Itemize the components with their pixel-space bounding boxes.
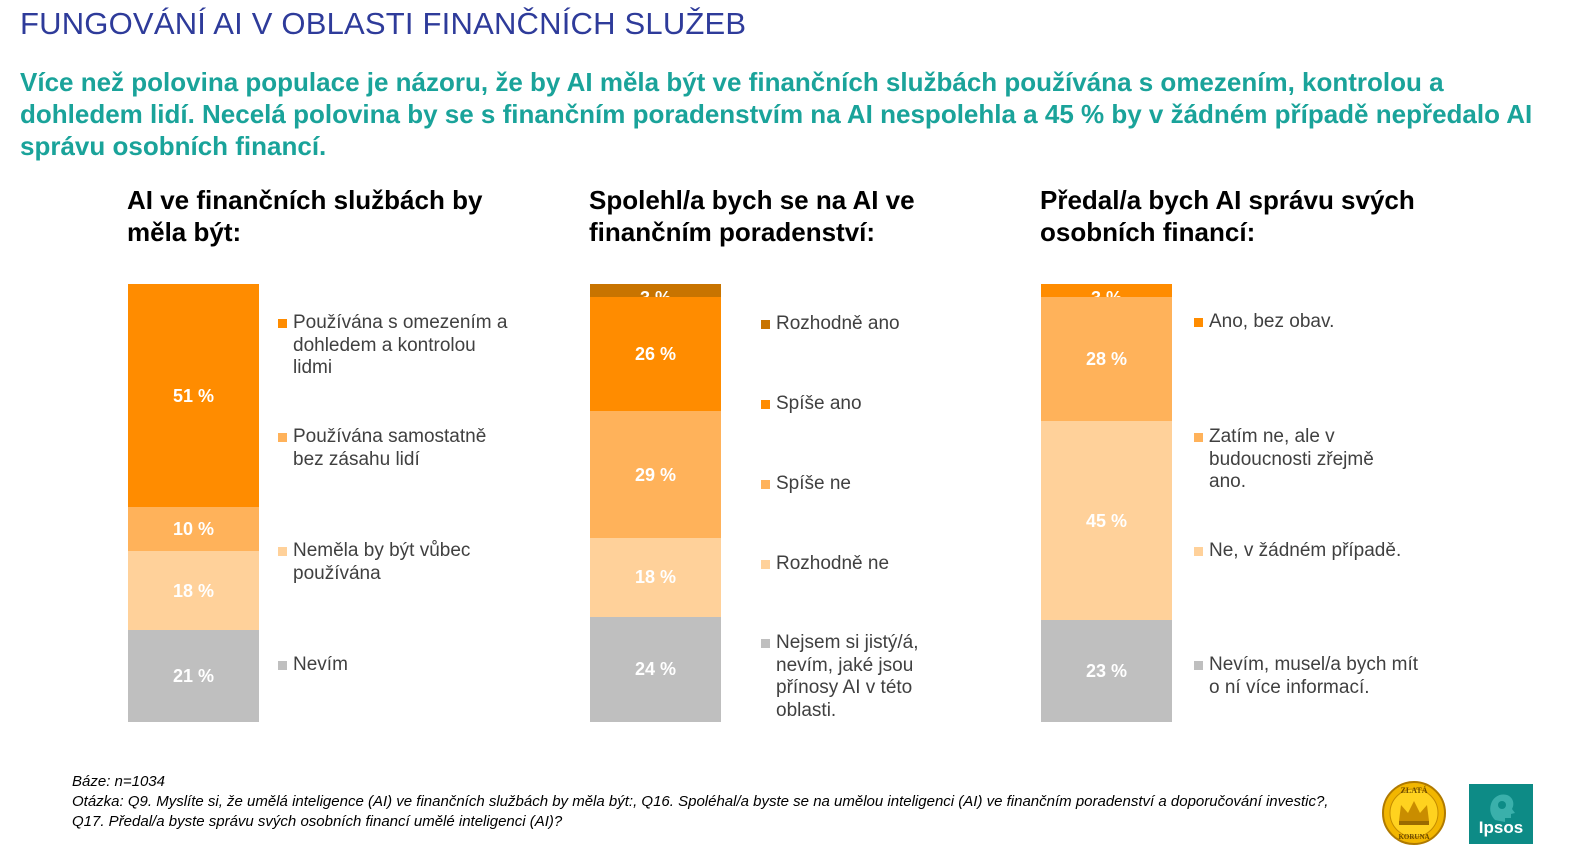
- bar-segment: [1041, 284, 1172, 298]
- legend-3-item-3: Ne, v žádném případě.: [1194, 540, 1429, 563]
- legend-2-item-5: Nejsem si jistý/á, nevím, jaké jsou přín…: [761, 632, 941, 722]
- ipsos-head-icon: [1490, 794, 1515, 822]
- legend-2-item-3: Spíše ne: [761, 473, 951, 496]
- bar-segment: [128, 284, 259, 508]
- page-title: FUNGOVÁNÍ AI V OBLASTI FINANČNÍCH SLUŽEB: [20, 6, 747, 41]
- footnote-question: Otázka: Q9. Myslíte si, že umělá intelig…: [72, 793, 1329, 830]
- legend-1-item-3: Neměla by být vůbec používána: [278, 540, 513, 585]
- footnote-base: Báze: n=1034: [72, 773, 165, 790]
- data-label: 24 %: [634, 659, 677, 680]
- bar-segment: [590, 538, 721, 617]
- crown-icon: ZLATÁ KORUNA: [1382, 781, 1446, 845]
- legend-2-item-1: Rozhodně ano: [761, 313, 951, 336]
- data-label: 18 %: [172, 580, 215, 601]
- bar-segment: [1041, 297, 1172, 422]
- legend-swatch: [278, 433, 287, 442]
- bar-segment: [590, 616, 721, 722]
- footnote: Báze: n=1034 Otázka: Q9. Myslíte si, že …: [72, 772, 1342, 832]
- legend-swatch: [1194, 547, 1203, 556]
- crown-text-top: ZLATÁ: [1401, 785, 1428, 795]
- bar-segment: [128, 507, 259, 552]
- legend-swatch: [1194, 433, 1203, 442]
- data-label: 23 %: [1085, 661, 1128, 682]
- legend-3-item-1: Ano, bez obav.: [1194, 311, 1429, 334]
- bar-segment: [128, 630, 259, 722]
- data-label: 10 %: [172, 519, 215, 540]
- legend-swatch: [761, 480, 770, 489]
- legend-swatch: [1194, 661, 1203, 670]
- data-label: 21 %: [172, 666, 215, 686]
- legend-1-item-4: Nevím: [278, 654, 513, 677]
- legend-3-item-4: Nevím, musel/a bych mít o ní více inform…: [1194, 654, 1429, 699]
- data-label: 28 %: [1085, 349, 1128, 370]
- legend-swatch: [1194, 318, 1203, 327]
- bar-segment: [1041, 421, 1172, 621]
- bar-segment: [590, 411, 721, 539]
- legend-swatch: [761, 320, 770, 329]
- legend-swatch: [278, 319, 287, 328]
- ipsos-text: Ipsos: [1478, 818, 1524, 837]
- data-label: 26 %: [634, 344, 677, 365]
- chart-1-title: AI ve finančních službách by měla být:: [127, 185, 483, 247]
- chart-2-title: Spolehl/a bych se na AI ve finančním por…: [589, 185, 915, 247]
- legend-swatch: [761, 639, 770, 648]
- bar-segment: [590, 297, 721, 411]
- legend-3-item-2: Zatím ne, ale v budoucnosti zřejmě ano.: [1194, 426, 1394, 494]
- bar-segment: [590, 284, 721, 298]
- data-label: 29 %: [634, 464, 677, 485]
- legend-1-item-2: Používána samostatně bez zásahu lidí: [278, 426, 513, 471]
- legend-swatch: [761, 400, 770, 409]
- data-label: 51 %: [172, 385, 215, 406]
- ipsos-logo: Ipsos: [1469, 784, 1533, 844]
- crown-text-bottom: KORUNA: [1398, 833, 1429, 841]
- bar-segment: [128, 551, 259, 630]
- legend-2-item-2: Spíše ano: [761, 393, 951, 416]
- data-label: 45 %: [1085, 510, 1128, 531]
- chart-2-stacked-bar: 3 %26 %29 %18 %24 %: [590, 284, 721, 722]
- chart-3-title: Předal/a bych AI správu svých osobních f…: [1040, 185, 1415, 247]
- page-subtitle: Více než polovina populace je názoru, že…: [20, 67, 1533, 161]
- chart-1-stacked-bar: 51 % 10 % 18 % 21 %: [128, 284, 259, 722]
- legend-2-item-4: Rozhodně ne: [761, 553, 951, 576]
- bar-segment: [1041, 620, 1172, 722]
- legend-1-item-1: Používána s omezením a dohledem a kontro…: [278, 312, 513, 380]
- legend-swatch: [278, 661, 287, 670]
- legend-swatch: [761, 560, 770, 569]
- data-label: 18 %: [634, 567, 677, 588]
- chart-3-stacked-bar: 3 %28 %45 %23 %: [1041, 284, 1172, 722]
- legend-swatch: [278, 547, 287, 556]
